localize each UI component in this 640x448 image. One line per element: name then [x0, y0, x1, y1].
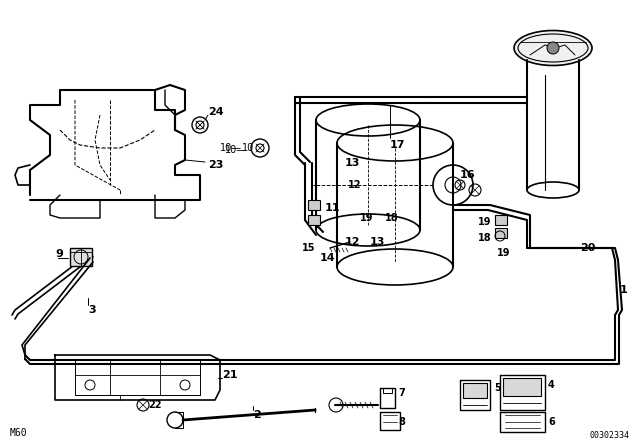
Ellipse shape [527, 182, 579, 198]
Text: 12: 12 [348, 180, 362, 190]
Text: 13: 13 [345, 158, 360, 168]
Text: 1: 1 [620, 285, 628, 295]
Text: 18: 18 [478, 233, 492, 243]
Text: 00302334: 00302334 [590, 431, 630, 440]
Text: 15: 15 [302, 243, 316, 253]
Text: 10—: 10— [220, 143, 242, 153]
Bar [503, 378, 541, 396]
Text: 4: 4 [548, 380, 555, 390]
Text: 23: 23 [208, 160, 223, 170]
Text: 21: 21 [222, 370, 237, 380]
Text: 22: 22 [148, 400, 161, 410]
Text: 19: 19 [360, 213, 374, 223]
Text: 12: 12 [345, 237, 360, 247]
Text: 7: 7 [398, 388, 404, 398]
Ellipse shape [316, 214, 420, 246]
Text: 10: 10 [242, 143, 254, 153]
Bar [70, 248, 92, 266]
Text: 10—: 10— [225, 145, 247, 155]
Text: 8: 8 [398, 417, 405, 427]
Text: 18: 18 [385, 213, 399, 223]
Circle shape [547, 42, 559, 54]
Text: M60: M60 [10, 428, 28, 438]
Text: 9: 9 [55, 249, 63, 259]
Text: 2: 2 [253, 410, 260, 420]
Text: 16: 16 [460, 170, 476, 180]
Text: 13: 13 [370, 237, 385, 247]
Text: 24: 24 [208, 107, 223, 117]
Text: 5: 5 [494, 383, 500, 393]
Text: 20: 20 [580, 243, 595, 253]
Ellipse shape [337, 249, 453, 285]
Bar [495, 215, 507, 225]
Text: 6: 6 [548, 417, 555, 427]
Ellipse shape [514, 30, 592, 65]
Bar [495, 228, 507, 238]
Text: 11: 11 [325, 203, 340, 213]
Text: 14: 14 [320, 253, 335, 263]
Bar [463, 383, 487, 398]
Text: 19: 19 [497, 248, 511, 258]
Bar [308, 215, 320, 225]
Text: 17: 17 [390, 140, 406, 150]
Text: 19: 19 [478, 217, 492, 227]
Text: 3: 3 [88, 305, 95, 315]
Bar [308, 200, 320, 210]
